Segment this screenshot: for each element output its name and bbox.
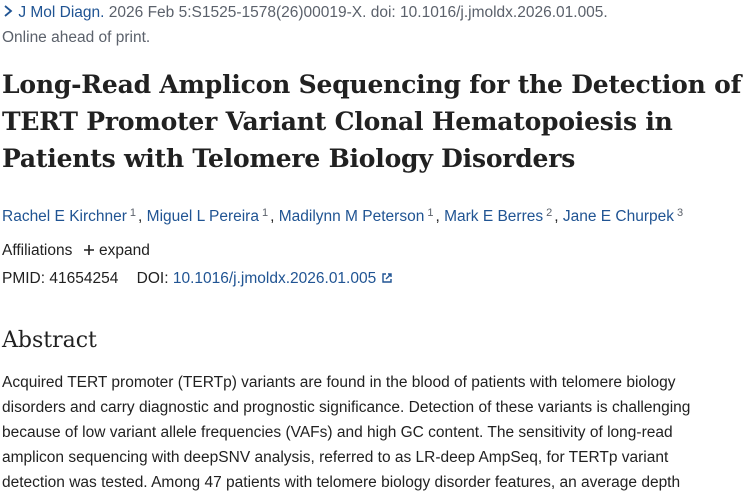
- abstract-line: amplicon sequencing with deepSNV analysi…: [2, 449, 669, 466]
- affiliations-label: Affiliations: [2, 242, 73, 259]
- pmid-label: PMID:: [2, 270, 46, 287]
- affiliation-number[interactable]: 1: [427, 207, 434, 219]
- affiliation-number[interactable]: 2: [546, 207, 553, 219]
- abstract-heading: Abstract: [2, 328, 97, 353]
- pmid: 41654254: [49, 270, 119, 287]
- author-separator: ,: [270, 208, 275, 225]
- author-link[interactable]: Mark E Berres: [444, 208, 544, 225]
- abstract-line: Acquired TERT promoter (TERTp) variants …: [2, 374, 676, 391]
- affiliation-number[interactable]: 1: [261, 207, 269, 219]
- author-separator: ,: [554, 208, 559, 225]
- author-link[interactable]: Rachel E Kirchner: [2, 208, 127, 225]
- doi-link[interactable]: 10.1016/j.jmoldx.2026.01.005: [172, 270, 377, 287]
- author-separator: ,: [138, 208, 143, 225]
- abstract-line: because of low variant allele frequencie…: [2, 424, 673, 441]
- expand-label[interactable]: expand: [99, 242, 150, 259]
- title-line: Long-Read Amplicon Sequencing for the De…: [2, 70, 742, 99]
- affiliation-number[interactable]: 1: [129, 207, 137, 219]
- doi-label: DOI:: [136, 270, 169, 287]
- title-line: TERT Promoter Variant Clonal Hematopoies…: [2, 107, 673, 136]
- author-link[interactable]: Madilynn M Peterson: [278, 208, 425, 225]
- publication-status: Online ahead of print.: [2, 29, 151, 46]
- affiliation-number[interactable]: 3: [677, 207, 684, 219]
- authors: Rachel E Kirchner 1, Miguel L Pereira 1, M…: [2, 203, 685, 227]
- expand-toggle[interactable]: expand: [83, 242, 150, 259]
- author-link[interactable]: Jane E Churpek: [562, 208, 675, 225]
- identifiers: PMID: 41654254 DOI: 10.1016/j.jmoldx.202…: [2, 269, 393, 289]
- author-link[interactable]: Miguel L Pereira: [146, 208, 259, 225]
- chevron-icon: [4, 5, 13, 17]
- journal-link[interactable]: J Mol Diagn.: [18, 4, 105, 21]
- title-line: Patients with Telomere Biology Disorders: [2, 144, 576, 173]
- citation: J Mol Diagn. 2026 Feb 5:S1525-1578(26)00…: [2, 3, 608, 23]
- abstract-line: disorders and carry diagnostic and progn…: [2, 399, 691, 416]
- author-separator: ,: [435, 208, 440, 225]
- affiliations: Affiliations expand: [2, 241, 150, 261]
- abstract-line: detection was tested. Among 47 patients …: [2, 474, 681, 491]
- citation-details: 2026 Feb 5:S1525-1578(26)00019-X. doi: 1…: [108, 4, 608, 21]
- external-link-icon: [381, 273, 392, 283]
- plus-icon: [83, 245, 94, 255]
